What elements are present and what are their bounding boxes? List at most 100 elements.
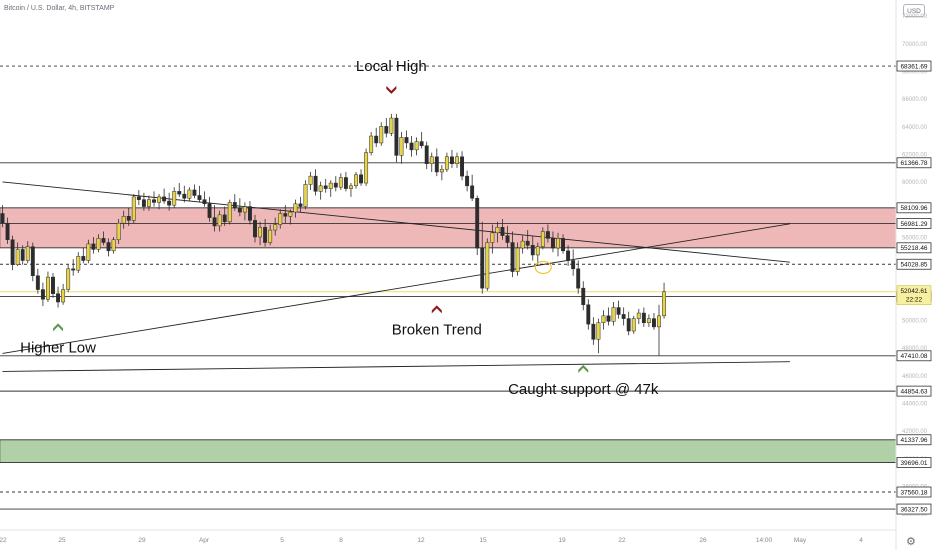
candle-body — [131, 196, 136, 221]
candle-body — [510, 242, 515, 272]
price-tick-label: 64000.00 — [902, 125, 928, 131]
annotation-label: Caught support @ 47k — [508, 381, 659, 398]
price-tick-label: 56000.00 — [902, 235, 928, 241]
candle-body — [136, 196, 141, 200]
level-label-box — [896, 60, 932, 72]
candle-body — [343, 177, 348, 189]
candle-body — [197, 195, 202, 200]
candle-body — [601, 315, 606, 323]
support-zone — [0, 439, 897, 463]
time-tick-label: 15 — [479, 537, 487, 544]
level-label-box — [896, 434, 932, 446]
symbol-title: Bitcoin / U.S. Dollar, 4h, BITSTAMP — [4, 5, 115, 12]
candles-layer — [0, 113, 666, 356]
time-tick-label: 22 — [0, 537, 7, 544]
candle-body — [207, 203, 212, 218]
candle-body — [56, 293, 60, 303]
candle-body — [631, 318, 636, 332]
candle-body — [147, 199, 151, 207]
level-label: 55218.46 — [900, 245, 927, 252]
time-tick-label: 4 — [859, 537, 863, 544]
candle-body — [641, 312, 646, 323]
candle-body — [414, 141, 419, 151]
annotation-label: Higher Low — [20, 339, 96, 356]
price-tick-label: 42000.00 — [902, 429, 928, 435]
level-label: 58109.96 — [900, 205, 927, 212]
candle-body — [662, 291, 666, 317]
candle-body — [232, 202, 237, 209]
candle-body — [162, 196, 167, 202]
red-arrow-icon — [431, 305, 442, 314]
level-label-box — [896, 385, 932, 397]
candle-body — [237, 207, 242, 213]
candle-body — [15, 249, 20, 265]
price-tick-label: 48000.00 — [902, 346, 928, 352]
candle-body — [485, 242, 490, 289]
candle-body — [40, 289, 45, 300]
candle-body — [434, 156, 439, 173]
candle-body — [293, 203, 298, 213]
candle-body — [364, 152, 369, 184]
candle-body — [227, 202, 232, 223]
candle-body — [111, 239, 116, 252]
time-tick-label: 25 — [58, 537, 66, 544]
time-tick-label: May — [794, 537, 807, 544]
candle-body — [152, 199, 156, 203]
green-arrow-icon — [578, 364, 589, 373]
candle-body — [540, 231, 545, 247]
candle-body — [217, 214, 222, 227]
candle-body — [20, 249, 25, 261]
candle-body — [177, 191, 182, 195]
candle-body — [475, 198, 480, 249]
candle-body — [278, 213, 283, 225]
candle-body — [212, 217, 217, 227]
level-label-box — [896, 258, 932, 270]
candle-body — [621, 314, 626, 319]
candle-body — [167, 200, 172, 206]
level-label: 37560.18 — [900, 489, 927, 496]
candle-body — [596, 322, 601, 340]
candle-body — [121, 215, 126, 224]
level-label-box — [896, 486, 932, 498]
candle-body — [288, 211, 293, 217]
candle-body — [545, 231, 550, 239]
candle-body — [384, 126, 389, 134]
candle-body — [96, 238, 101, 250]
candle-body — [525, 240, 530, 246]
time-tick-label: 19 — [558, 537, 566, 544]
candle-body — [172, 191, 177, 206]
candle-body — [359, 174, 364, 184]
trendline — [2, 223, 790, 354]
level-label: 41337.96 — [900, 437, 927, 444]
level-label: 36327.50 — [900, 506, 927, 513]
price-tick-label: 68000.00 — [902, 70, 928, 76]
candle-body — [520, 240, 525, 249]
candle-body — [495, 227, 500, 234]
currency-button[interactable]: USD — [903, 4, 925, 17]
candle-body — [505, 235, 510, 243]
candle-body — [535, 246, 540, 256]
candle-body — [192, 189, 197, 196]
candle-body — [202, 199, 207, 205]
candle-body — [480, 247, 485, 289]
candle-body — [323, 185, 328, 189]
candle-body — [571, 260, 576, 270]
level-label-box — [896, 218, 932, 229]
candle-body — [515, 247, 520, 272]
gear-icon[interactable]: ⚙ — [906, 535, 916, 548]
candle-body — [591, 323, 596, 340]
candle-body — [333, 182, 338, 188]
candle-body — [25, 246, 30, 261]
candle-body — [611, 307, 616, 322]
time-tick-label: Apr — [199, 537, 210, 544]
time-tick-label: 14:00 — [756, 537, 773, 544]
candle-body — [606, 315, 611, 322]
candle-body — [404, 137, 409, 144]
annotation-label: Local High — [356, 58, 427, 75]
green-arrow-icon — [53, 323, 64, 332]
candle-body — [636, 312, 641, 319]
time-tick-label: 5 — [280, 537, 284, 544]
trendline — [2, 361, 790, 372]
